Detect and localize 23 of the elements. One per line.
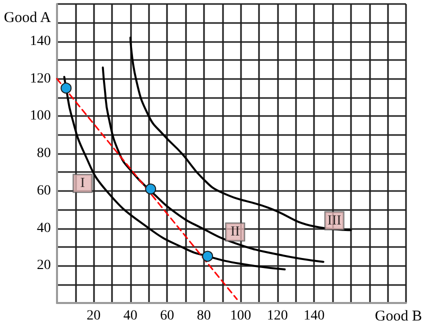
x-tick-label: 40 (123, 308, 138, 324)
annotation: III (327, 213, 342, 228)
point (60, 82, 72, 94)
x-tick-label: 60 (160, 308, 174, 324)
y-tick-label: 60 (36, 183, 51, 198)
x-tick-label: 80 (196, 308, 211, 324)
y-tick-label: 40 (36, 220, 51, 236)
line-series (102, 66, 324, 263)
y-tick-label: 80 (36, 146, 51, 161)
annotation: I (80, 176, 86, 191)
x-axis-title: Good B (374, 308, 422, 324)
y-axis-title: Good A (4, 10, 52, 26)
x-tick-label: 140 (304, 308, 325, 324)
point (145, 184, 156, 195)
x-tick-label: 100 (230, 308, 252, 324)
point (202, 250, 214, 262)
y-tick-label: 140 (30, 34, 51, 49)
y-tick-label: 20 (36, 258, 51, 274)
x-tick-label: 20 (86, 308, 101, 324)
x-tick-label: 120 (266, 308, 288, 324)
y-tick-label: 100 (30, 108, 51, 124)
y-tick-label: 120 (30, 71, 51, 86)
annotation: II (230, 224, 240, 240)
